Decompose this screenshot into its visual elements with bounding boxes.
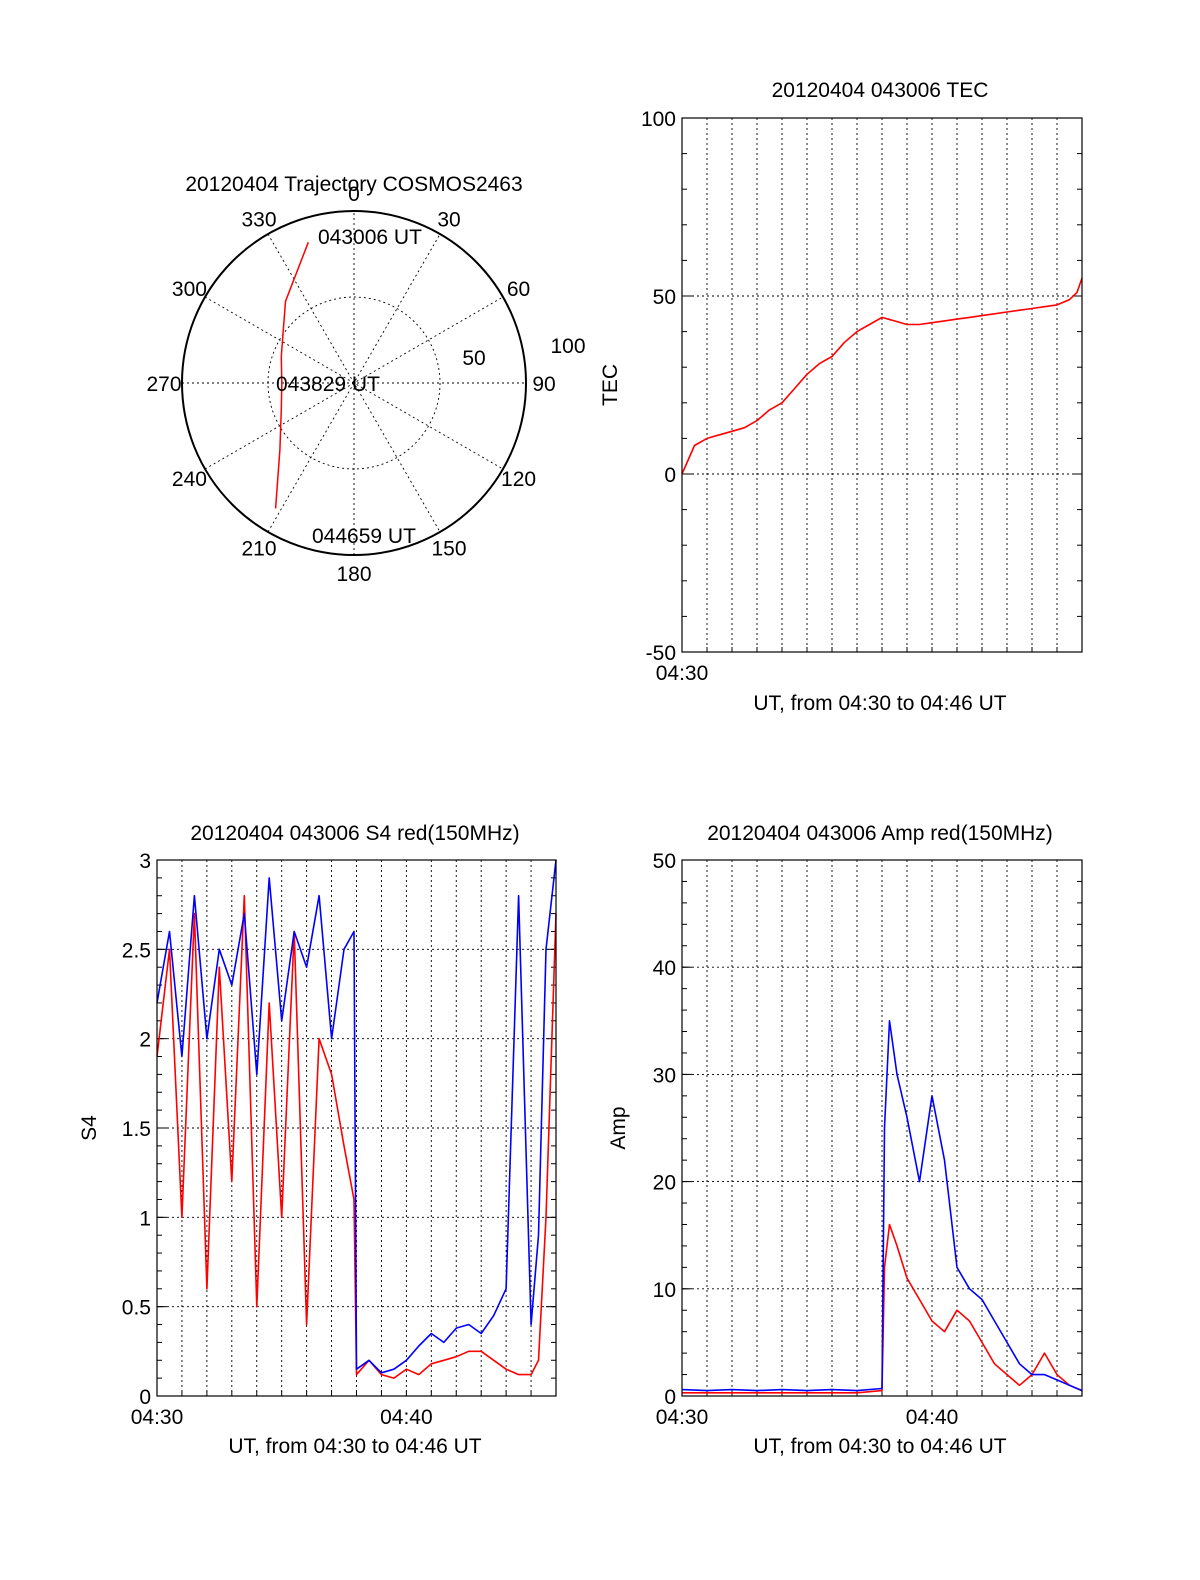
s4-series-0 (156, 894, 557, 1379)
polar-azimuth-label: 300 (172, 278, 207, 301)
s4-title: 20120404 043006 S4 red(150MHz) (190, 822, 519, 845)
amp-xtick-label: 04:30 (656, 1406, 709, 1429)
polar-radial-label: 100 (550, 335, 585, 358)
amp-ytick-label: 40 (653, 957, 676, 980)
polar-azimuth-label: 210 (241, 538, 276, 561)
amp-frame (681, 859, 1083, 1397)
polar-azimuth-label: 150 (431, 538, 466, 561)
polar-azimuth-label: 30 (437, 208, 460, 231)
polar-azimuth-label: 0 (348, 183, 360, 206)
s4-ytick-label: 0 (139, 1386, 151, 1409)
tec-xlabel: UT, from 04:30 to 04:46 UT (753, 692, 1006, 715)
amp-series-0 (682, 1223, 1083, 1394)
amp-xtick-label: 04:40 (906, 1406, 959, 1429)
s4-xtick-label: 04:40 (380, 1406, 433, 1429)
s4-ytick-label: 0.5 (122, 1297, 151, 1320)
tec-chart: 20120404 043006 TEC UT, from 04:30 to 04… (599, 79, 1083, 715)
s4-frame (156, 859, 557, 1397)
polar-azimuth-label: 240 (172, 468, 207, 491)
amp-ytick-label: 10 (653, 1279, 676, 1302)
tec-ylabel: TEC (599, 364, 622, 406)
amp-series-1 (681, 1019, 1083, 1392)
polar-mid-time: 043829 UT (276, 373, 380, 396)
polar-trajectory-line (274, 242, 309, 509)
s4-ytick-label: 1 (139, 1207, 151, 1230)
amp-chart: 20120404 043006 Amp red(150MHz) UT, from… (607, 822, 1083, 1458)
amp-xlabel: UT, from 04:30 to 04:46 UT (753, 1435, 1006, 1458)
tec-frame (681, 117, 1083, 653)
tec-ytick-label: 50 (653, 286, 676, 309)
tec-ytick-label: 100 (641, 108, 676, 131)
polar-radial-label: 50 (462, 347, 485, 370)
tec-ytick-label: -50 (646, 642, 676, 665)
s4-series-1 (156, 859, 557, 1374)
polar-spoke (267, 233, 441, 533)
trajectory-title: 20120404 Trajectory COSMOS2463 (185, 173, 522, 196)
polar-end-time: 044659 UT (312, 525, 416, 548)
polar-azimuth-label: 90 (532, 373, 555, 396)
tec-series-0 (681, 277, 1083, 475)
s4-xlabel: UT, from 04:30 to 04:46 UT (228, 1435, 481, 1458)
polar-azimuth-label: 270 (146, 373, 181, 396)
s4-chart: 20120404 043006 S4 red(150MHz) UT, from … (78, 822, 557, 1458)
amp-ytick-label: 20 (653, 1172, 676, 1195)
polar-start-time: 043006 UT (318, 226, 422, 249)
amp-ytick-label: 0 (664, 1386, 676, 1409)
tec-xtick-label: 04:30 (656, 662, 709, 685)
s4-ylabel: S4 (78, 1115, 101, 1141)
s4-ytick-label: 2 (139, 1029, 151, 1052)
amp-title: 20120404 043006 Amp red(150MHz) (707, 822, 1053, 845)
s4-xtick-label: 04:30 (131, 1406, 184, 1429)
amp-ylabel: Amp (607, 1106, 630, 1149)
tec-ytick-label: 0 (664, 464, 676, 487)
polar-azimuth-label: 60 (507, 278, 530, 301)
trajectory-polar-chart: 20120404 Trajectory COSMOS2463 0 30 60 90 12… (146, 173, 585, 586)
polar-azimuth-label: 120 (501, 468, 536, 491)
s4-ytick-label: 3 (139, 850, 151, 873)
s4-ytick-label: 2.5 (122, 939, 151, 962)
polar-azimuth-label: 180 (336, 563, 371, 586)
s4-ytick-label: 1.5 (122, 1118, 151, 1141)
tec-title: 20120404 043006 TEC (772, 79, 989, 102)
amp-ytick-label: 30 (653, 1064, 676, 1087)
polar-inner-ring (267, 296, 441, 470)
amp-ytick-label: 50 (653, 850, 676, 873)
polar-azimuth-label: 330 (241, 208, 276, 231)
